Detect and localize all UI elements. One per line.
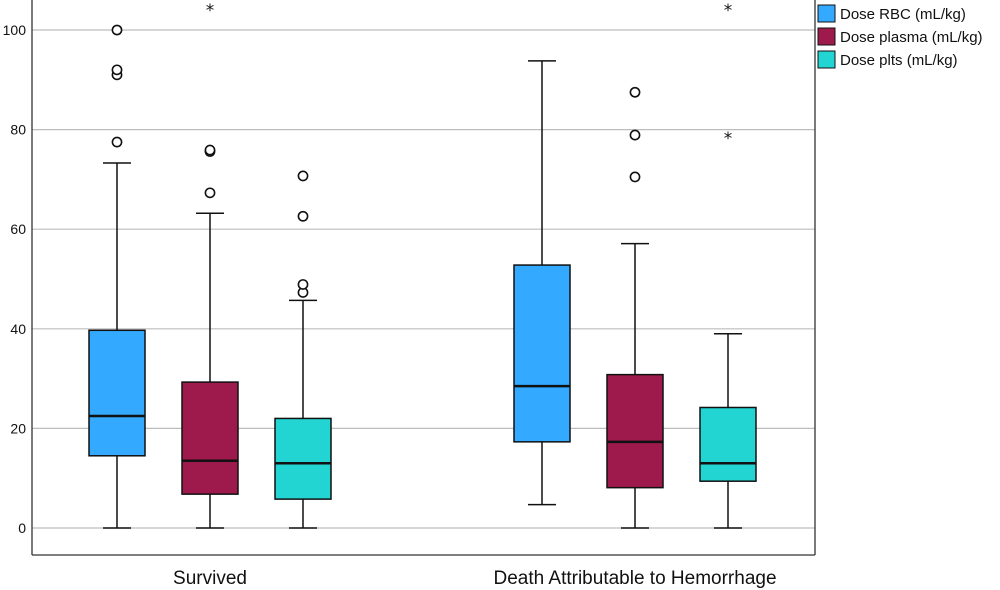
legend-label: Dose RBC (mL/kg): [840, 6, 966, 23]
legend-swatch: [817, 4, 836, 23]
outlier-point: [111, 24, 123, 36]
y-tick-label: 80: [10, 122, 26, 138]
legend-label: Dose plasma (mL/kg): [840, 29, 983, 46]
box-plot: [88, 24, 146, 529]
y-tick-label: 0: [18, 520, 26, 536]
outlier-point: [111, 64, 123, 76]
y-tick-label: 20: [10, 420, 26, 436]
outlier-point: [297, 210, 309, 222]
extreme-point: *: [724, 1, 733, 21]
legend-item: Dose plts (mL/kg): [817, 50, 958, 69]
extreme-point: *: [724, 129, 733, 149]
box-iqr: [181, 381, 239, 495]
legend-item: Dose plasma (mL/kg): [817, 27, 983, 46]
x-category-label: Survived: [173, 568, 247, 589]
extreme-point: *: [206, 1, 215, 21]
outlier-point: [111, 136, 123, 148]
box-plot: *: [181, 1, 239, 529]
axes: 0 20 40 60 80 100 Survived Death Attributable t…: [3, 0, 816, 589]
box-iqr: [699, 406, 757, 482]
box-iqr: [88, 329, 146, 457]
outlier-point: [629, 86, 641, 98]
box-plots: ***: [88, 1, 757, 529]
box-iqr: [606, 373, 664, 489]
box-plot: **: [699, 1, 757, 529]
y-tick-label: 60: [10, 221, 26, 237]
x-category-label: Death Attributable to Hemorrhage: [493, 568, 776, 589]
box-iqr: [513, 264, 571, 443]
legend-swatch: [817, 27, 836, 46]
legend: Dose RBC (mL/kg) Dose plasma (mL/kg) Dose …: [817, 4, 983, 69]
outlier-point: [629, 129, 641, 141]
outlier-point: [204, 144, 216, 156]
legend-swatch: [817, 50, 836, 69]
outlier-point: [204, 187, 216, 199]
legend-label: Dose plts (mL/kg): [840, 52, 958, 69]
box-plot: [274, 170, 332, 529]
y-tick-label: 40: [10, 321, 26, 337]
outlier-point: [629, 171, 641, 183]
box-plot: [513, 60, 571, 506]
legend-item: Dose RBC (mL/kg): [817, 4, 966, 23]
outlier-point: [297, 279, 309, 290]
outlier-point: [297, 170, 309, 182]
box-plot: [606, 86, 664, 529]
box-iqr: [274, 417, 332, 500]
gridlines: [32, 29, 815, 529]
y-tick-label: 100: [3, 22, 27, 38]
